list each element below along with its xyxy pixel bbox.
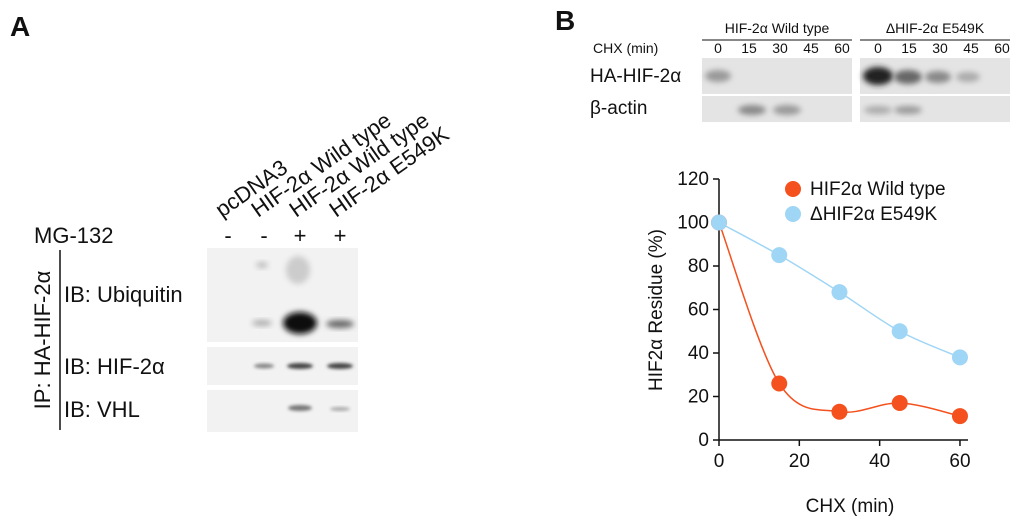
legend-label: HIF2α Wild type [810,179,946,200]
x-tick-label: 0 [714,451,725,472]
time-tick: 45 [963,40,979,56]
x-axis-label: CHX (min) [806,496,895,517]
data-point [831,284,848,301]
time-tick: 30 [772,40,788,56]
time-tick: 60 [834,40,850,56]
y-tick-label: 0 [698,430,709,451]
blot-label: IB: Ubiquitin [64,282,183,307]
blot-image [207,248,358,432]
treatment-label: MG-132 [34,223,113,248]
blot-image [702,58,1010,122]
y-axis-label: HIF2α Residue (%) [646,229,667,391]
y-tick-label: 120 [677,169,709,190]
blot-label: IB: VHL [64,397,140,422]
time-tick: 60 [994,40,1010,56]
ip-label: IP: HA-HIF-2α [30,270,55,409]
x-tick-label: 60 [949,451,970,472]
treatment-sign: - [224,223,231,248]
data-point [951,408,968,425]
fit-line [718,222,961,417]
data-point [711,214,727,231]
y-tick-label: 80 [688,256,709,277]
treatment-sign: + [294,223,307,248]
blot-label: IB: HIF-2α [64,354,165,379]
data-point [951,349,968,366]
time-tick: 15 [741,40,757,56]
y-tick-label: 40 [688,343,709,364]
row-label: HA-HIF-2α [590,66,681,87]
time-tick: 45 [803,40,819,56]
y-tick-label: 100 [677,213,709,234]
time-tick: 15 [901,40,917,56]
time-tick: 30 [932,40,948,56]
data-point [771,247,788,264]
data-point [891,395,908,412]
x-tick-label: 40 [869,451,890,472]
y-tick-label: 60 [688,300,709,321]
panel-label: B [555,5,575,36]
data-point [831,403,848,420]
legend-label: ΔHIF2α E549K [810,204,938,225]
group-label: HIF-2α Wild type [725,20,830,36]
y-tick-label: 20 [688,387,709,408]
time-tick: 0 [874,40,882,56]
data-point [771,375,788,392]
treatment-sign: - [260,223,267,248]
time-label: CHX (min) [593,40,658,56]
x-tick-label: 20 [789,451,810,472]
legend-marker [785,206,801,222]
panel-label: A [10,11,30,42]
data-point [891,323,908,340]
row-label: β-actin [590,98,647,119]
group-label: ΔHIF-2α E549K [886,20,985,36]
time-tick: 0 [714,40,722,56]
treatment-sign: + [334,223,347,248]
legend-marker [785,181,801,197]
